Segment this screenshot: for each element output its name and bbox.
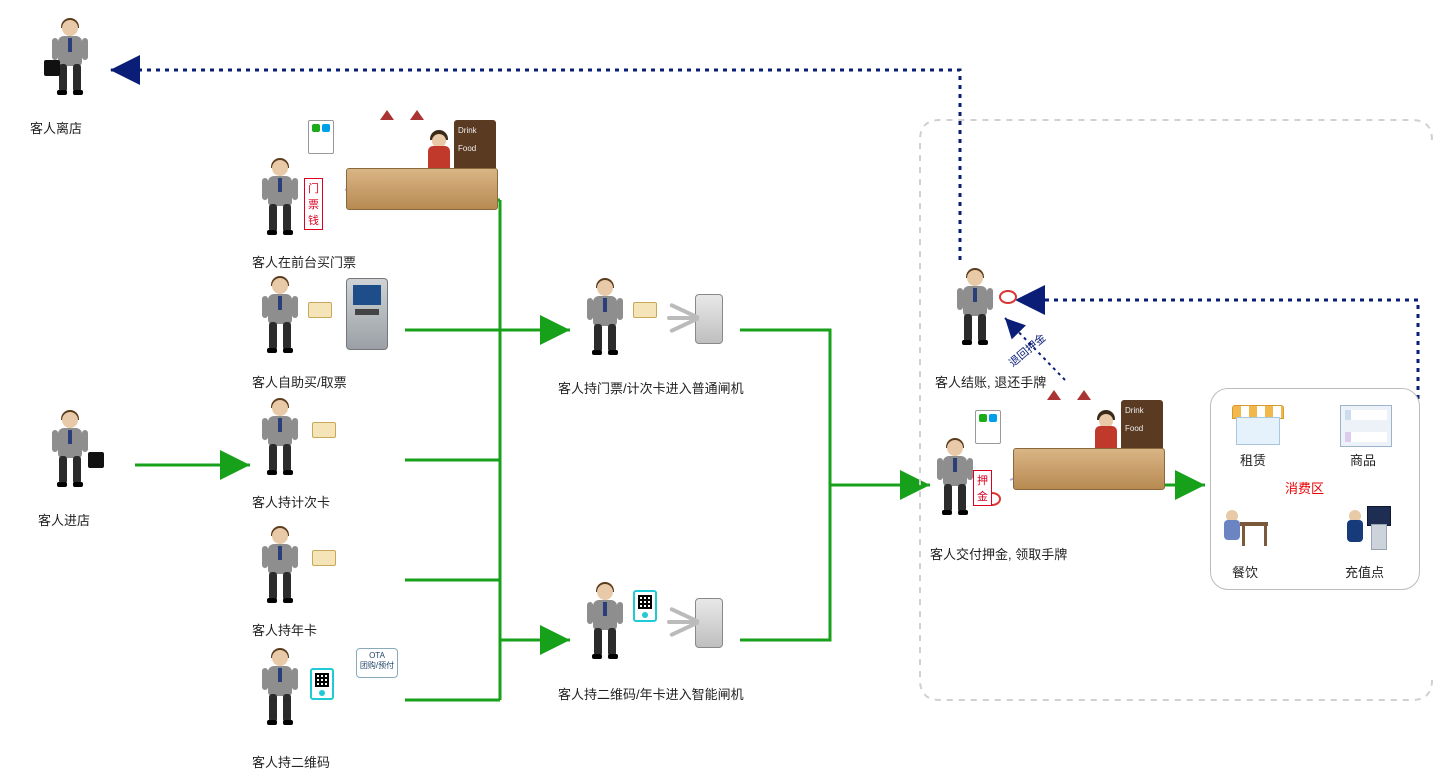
- node-year-card: [260, 528, 300, 608]
- zone-goods: [1340, 405, 1392, 447]
- person-icon: [585, 280, 625, 360]
- tag-ticket-money: 门票钱: [304, 178, 323, 230]
- label-recharge: 充值点: [1345, 562, 1384, 581]
- person-icon: [585, 584, 625, 664]
- person-icon: [260, 278, 300, 358]
- zone-recharge: [1345, 506, 1391, 552]
- person-icon: [260, 528, 300, 608]
- edge-return-leave: [110, 70, 960, 260]
- person-icon: [50, 412, 90, 492]
- label-enter: 客人进店: [38, 510, 90, 529]
- dining-icon: [1222, 500, 1282, 550]
- edge-left-leaves: [405, 200, 500, 700]
- ticket-icon: [308, 302, 332, 318]
- person-icon: [955, 270, 995, 350]
- label-year-card: 客人持年卡: [252, 620, 317, 639]
- label-count-card: 客人持计次卡: [252, 492, 330, 511]
- label-qr: 客人持二维码: [252, 752, 330, 771]
- label-gate-normal: 客人持门票/计次卡进入普通闸机: [558, 378, 744, 397]
- label-leave: 客人离店: [30, 118, 82, 137]
- shop-icon: [1232, 405, 1282, 445]
- wrist-tag-icon: [999, 290, 1017, 304]
- reception-counter-icon: [346, 120, 496, 210]
- turnstile-icon: [663, 288, 733, 348]
- shelf-icon: [1340, 405, 1392, 447]
- label-dining: 餐饮: [1232, 562, 1258, 581]
- label-checkout: 客人结账, 退还手牌: [935, 372, 1046, 391]
- zone-dining: [1222, 500, 1282, 550]
- label-rent: 租赁: [1240, 450, 1266, 469]
- node-checkout: [955, 270, 995, 350]
- pay-sign-icon: [308, 120, 334, 154]
- zone-title: 消费区: [1285, 478, 1324, 497]
- qr-icon: [310, 668, 334, 700]
- briefcase-icon: [44, 60, 60, 76]
- tag-deposit: 押金: [973, 470, 992, 506]
- recharge-icon: [1345, 506, 1391, 552]
- node-qr: OTA团购/预付: [260, 650, 300, 730]
- edge-gates-trunk: [740, 330, 830, 640]
- label-self-kiosk: 客人自助买/取票: [252, 372, 347, 391]
- node-count-card: [260, 400, 300, 480]
- pay-sign-icon: [975, 410, 1001, 444]
- card-icon: [312, 422, 336, 438]
- person-icon: [260, 650, 300, 730]
- zone-rent: [1232, 405, 1282, 445]
- label-gate-smart: 客人持二维码/年卡进入智能闸机: [558, 684, 744, 703]
- card-icon: [312, 550, 336, 566]
- node-enter: [50, 412, 90, 492]
- turnstile-icon: [663, 592, 733, 652]
- briefcase-icon: [88, 452, 104, 468]
- kiosk-icon: [346, 278, 388, 350]
- person-icon: [260, 160, 300, 240]
- label-buy-desk: 客人在前台买门票: [252, 252, 356, 271]
- label-goods: 商品: [1350, 450, 1376, 469]
- label-deposit: 客人交付押金, 领取手牌: [930, 544, 1067, 563]
- ota-bubble: OTA团购/预付: [356, 648, 398, 678]
- reception-counter-icon: [1013, 400, 1163, 490]
- node-leave: [50, 20, 90, 100]
- qr-icon: [633, 590, 657, 622]
- person-icon: [260, 400, 300, 480]
- person-icon: [935, 440, 975, 520]
- ticket-icon: [633, 302, 657, 318]
